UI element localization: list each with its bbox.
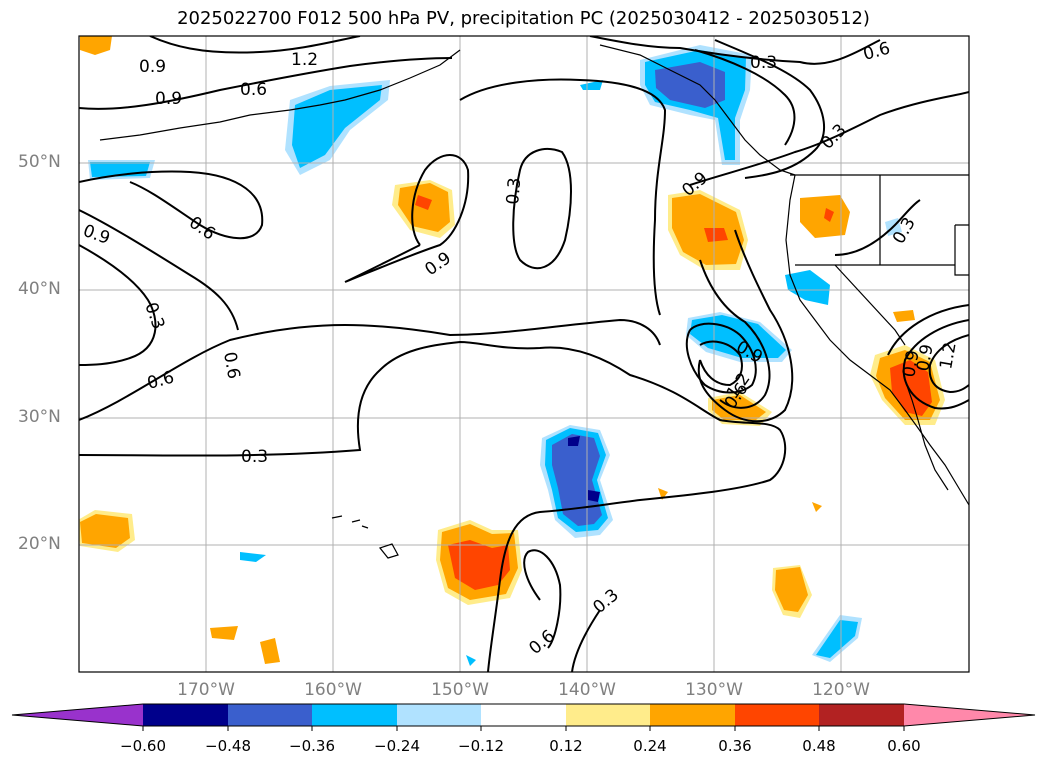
contour-label: 0.3 xyxy=(503,177,525,206)
precip-negative-area xyxy=(785,270,830,305)
precip-negative-area xyxy=(552,434,602,526)
precip-positive-area xyxy=(80,36,112,55)
contour-label: 0.3 xyxy=(750,53,777,73)
contour-label: 1.2 xyxy=(936,341,960,371)
contour-labels: 1.2 0.9 0.9 0.9 0.6 0.3 0.6 0.6 0.3 0.3 … xyxy=(80,39,960,659)
colorbar-tick-label: −0.48 xyxy=(205,737,251,755)
colorbar-tick-label: −0.36 xyxy=(289,737,335,755)
precip-negative-area xyxy=(816,620,858,658)
contour-label: 0.3 xyxy=(241,447,268,467)
lat-label: 30°N xyxy=(18,407,61,427)
map-frame xyxy=(78,35,970,673)
contour-label: 0.9 xyxy=(913,343,937,373)
precip-negative-area xyxy=(655,62,725,108)
map-title: 2025022700 F012 500 hPa PV, precipitatio… xyxy=(177,8,870,29)
colorbar-segment xyxy=(312,704,397,726)
contour-label: 0.6 xyxy=(240,80,267,100)
colorbar-segment xyxy=(397,704,481,726)
colorbar-extend-low xyxy=(12,704,143,726)
precip-positive-area xyxy=(80,514,130,548)
lon-label: 130°W xyxy=(685,680,743,700)
contour-label: 0.9 xyxy=(899,349,923,379)
lon-label: 170°W xyxy=(177,680,235,700)
precip-positive-area xyxy=(210,626,238,640)
precip-positive-area xyxy=(775,567,808,612)
colorbar-extend-high xyxy=(904,704,1035,726)
lon-label: 160°W xyxy=(304,680,362,700)
graticule xyxy=(79,36,969,672)
colorbar-segment xyxy=(650,704,735,726)
precip-positive-area xyxy=(893,310,915,322)
colorbar-tick-label: −0.60 xyxy=(120,737,166,755)
precip-positive-area xyxy=(824,208,834,222)
precip-negative-area xyxy=(580,80,603,90)
colorbar-segment xyxy=(143,704,228,726)
precip-positive-area xyxy=(812,502,822,512)
lon-label: 140°W xyxy=(558,680,616,700)
precip-negative-area xyxy=(240,552,266,562)
colorbar-segment xyxy=(481,704,566,726)
colorbar-tick-label: 0.48 xyxy=(802,737,836,755)
contour-label: 1.2 xyxy=(291,50,318,70)
colorbar-segment xyxy=(566,704,650,726)
map-plot-area: 1.2 0.9 0.9 0.9 0.6 0.3 0.6 0.6 0.3 0.3 … xyxy=(79,36,969,672)
colorbar-tick-label: 0.60 xyxy=(887,737,921,755)
contour-label: 0.6 xyxy=(219,350,243,380)
colorbar-segment xyxy=(735,704,819,726)
lat-label: 50°N xyxy=(18,152,61,172)
pv-contours xyxy=(79,36,969,672)
contour-label: 0.9 xyxy=(139,57,166,77)
colorbar-tick-label: −0.24 xyxy=(374,737,420,755)
contour-label: 0.9 xyxy=(155,89,182,109)
colorbar-tick-label: 0.36 xyxy=(718,737,752,755)
colorbar-tick-label: 0.12 xyxy=(549,737,583,755)
colorbar-tick-label: −0.12 xyxy=(458,737,504,755)
precip-positive-area xyxy=(415,195,432,210)
lat-label: 40°N xyxy=(18,279,61,299)
precip-positive-area xyxy=(704,228,728,242)
precip-positive-area xyxy=(658,488,668,500)
lat-label: 20°N xyxy=(18,534,61,554)
precip-positive-area xyxy=(448,540,510,590)
precip-negative-area xyxy=(588,490,600,502)
precip-positive-area xyxy=(260,638,280,664)
precip-negative-area xyxy=(466,655,476,666)
coastlines xyxy=(99,44,969,559)
precip-negative-area xyxy=(568,436,580,446)
colorbar-segment xyxy=(228,704,312,726)
colorbar-segment xyxy=(819,704,904,726)
lon-label: 150°W xyxy=(431,680,489,700)
lon-label: 120°W xyxy=(812,680,870,700)
colorbar xyxy=(11,703,1036,731)
colorbar-tick-label: 0.24 xyxy=(633,737,667,755)
